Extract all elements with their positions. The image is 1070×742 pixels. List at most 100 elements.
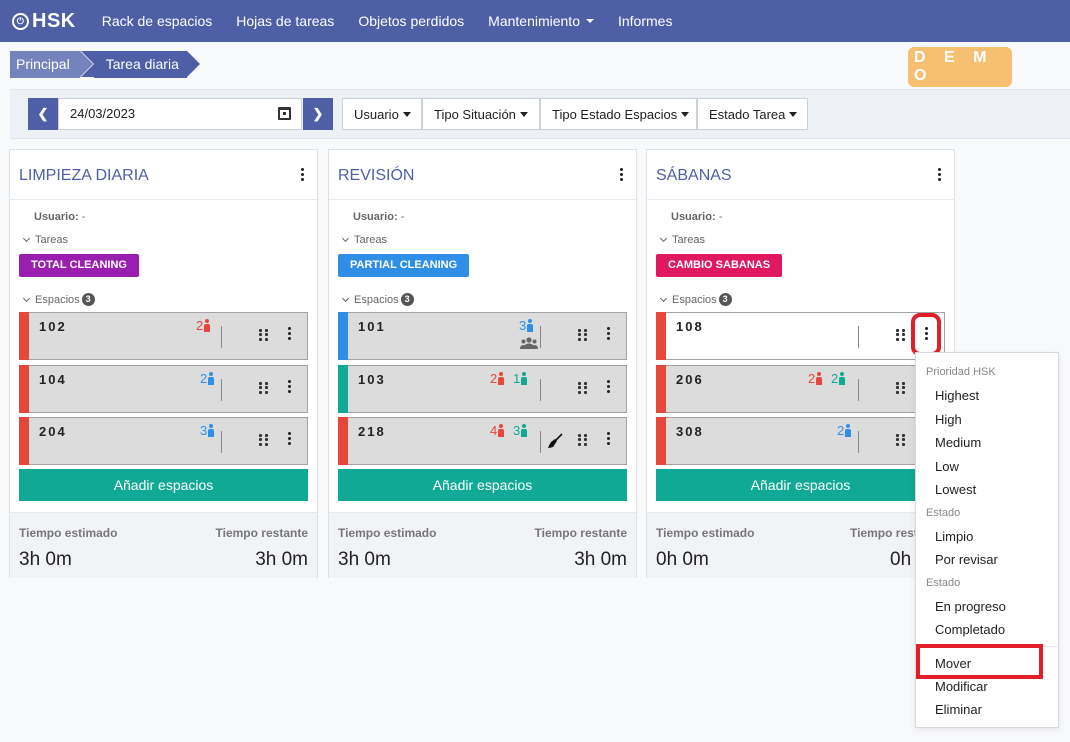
tipo-estado-espacios-filter[interactable]: Tipo Estado Espacios: [540, 98, 697, 130]
hsk-logo[interactable]: ⏻ HSK: [12, 10, 76, 33]
tipo-situacion-filter[interactable]: Tipo Situación: [422, 98, 540, 130]
highlight-mover: [916, 644, 1043, 679]
add-spaces-button[interactable]: Añadir espacios: [338, 469, 627, 501]
espacios-toggle[interactable]: Espacios 3: [659, 293, 732, 306]
drag-handle-icon[interactable]: [896, 434, 906, 446]
tareas-label: Tareas: [354, 234, 388, 246]
room-menu-icon[interactable]: [288, 327, 291, 340]
espacios-toggle[interactable]: Espacios 3: [22, 293, 95, 306]
caret-down-icon: [681, 111, 690, 117]
task-tag[interactable]: CAMBIO SABANAS: [656, 254, 783, 277]
nav-informes[interactable]: Informes: [617, 13, 673, 29]
room-menu-icon[interactable]: [288, 380, 291, 393]
room-card[interactable]: 103 2 1: [338, 365, 627, 413]
menu-item-en-progreso[interactable]: En progreso: [935, 599, 1006, 614]
room-menu-icon[interactable]: [288, 432, 291, 445]
menu-item-completado[interactable]: Completado: [935, 622, 1006, 637]
column-footer: Tiempo estimado Tiempo restante 0h 0m 0h: [647, 512, 954, 578]
room-card[interactable]: 102 2: [19, 312, 308, 360]
logo-icon: ⏻: [12, 12, 29, 30]
drag-handle-icon[interactable]: [578, 329, 588, 341]
room-number: 101: [358, 319, 386, 334]
room-menu-icon[interactable]: [925, 327, 928, 340]
nav-mantenimiento[interactable]: Mantenimiento: [488, 13, 594, 29]
menu-item-por-revisar[interactable]: Por revisar: [935, 552, 998, 567]
drag-handle-icon[interactable]: [896, 329, 906, 341]
room-card[interactable]: 308 2: [656, 417, 945, 465]
estado-tarea-filter[interactable]: Estado Tarea: [697, 98, 808, 130]
menu-item-modificar[interactable]: Modificar: [935, 679, 988, 694]
breadcrumb: Principal Tarea diaria: [10, 51, 201, 78]
room-menu-icon[interactable]: [607, 327, 610, 340]
menu-item-high[interactable]: High: [935, 412, 962, 427]
child-count-value: 1: [513, 371, 521, 386]
tareas-toggle[interactable]: Tareas: [341, 234, 388, 246]
add-spaces-button[interactable]: Añadir espacios: [656, 469, 945, 501]
tipo-situacion-filter-label: Tipo Situación: [434, 106, 516, 122]
room-card[interactable]: 218 4 3: [338, 417, 627, 465]
tiempo-estimado-label: Tiempo estimado: [656, 526, 755, 540]
column-menu-icon[interactable]: [612, 166, 630, 184]
date-input[interactable]: 24/03/2023: [58, 98, 302, 130]
guest-count: 3: [200, 423, 215, 438]
tareas-toggle[interactable]: Tareas: [659, 234, 706, 246]
drag-handle-icon[interactable]: [259, 329, 269, 341]
group-icon: [520, 337, 538, 349]
task-tag[interactable]: TOTAL CLEANING: [19, 254, 139, 277]
broom-icon: [548, 433, 563, 448]
drag-handle-icon[interactable]: [259, 434, 269, 446]
usuario-row: Usuario: -: [34, 211, 85, 223]
room-card[interactable]: 101 3: [338, 312, 627, 360]
drag-handle-icon[interactable]: [578, 434, 588, 446]
divider: [540, 326, 541, 348]
guest-count-value: 2: [837, 423, 845, 438]
prev-date-button[interactable]: ❮: [28, 98, 58, 130]
room-card[interactable]: 206 2 2: [656, 365, 945, 413]
column-menu-icon[interactable]: [930, 166, 948, 184]
menu-item-mover[interactable]: Mover: [935, 656, 972, 671]
column-title: SÁBANAS: [656, 166, 732, 184]
menu-item-highest[interactable]: Highest: [935, 388, 980, 403]
room-context-menu: Prioridad HSK Highest High Medium Low Lo…: [915, 352, 1059, 728]
child-count: 3: [513, 423, 528, 438]
nav-rack-de-espacios[interactable]: Rack de espacios: [101, 13, 213, 29]
room-menu-icon[interactable]: [607, 432, 610, 445]
guest-count: 2: [200, 371, 215, 386]
menu-item-limpio[interactable]: Limpio: [935, 529, 974, 544]
nav-hojas-de-tareas[interactable]: Hojas de tareas: [236, 13, 335, 29]
child-count: 1: [513, 371, 528, 386]
usuario-value: -: [81, 211, 86, 223]
room-card[interactable]: 104 2: [19, 365, 308, 413]
adult-count-value: 2: [196, 318, 204, 333]
menu-item-lowest[interactable]: Lowest: [935, 482, 977, 497]
menu-item-eliminar[interactable]: Eliminar: [935, 702, 982, 717]
calendar-icon[interactable]: [278, 107, 291, 120]
adult-count: 2: [808, 371, 823, 386]
nav-objetos-perdidos[interactable]: Objetos perdidos: [358, 13, 465, 29]
divider: [858, 431, 859, 453]
room-status-bar: [656, 417, 666, 465]
usuario-filter[interactable]: Usuario: [342, 98, 422, 130]
room-menu-icon[interactable]: [607, 380, 610, 393]
room-card[interactable]: 108: [656, 312, 945, 360]
adult-count-value: 4: [490, 423, 498, 438]
column-menu-icon[interactable]: [293, 166, 311, 184]
drag-handle-icon[interactable]: [896, 382, 906, 394]
drag-handle-icon[interactable]: [259, 382, 269, 394]
add-spaces-button[interactable]: Añadir espacios: [19, 469, 308, 501]
tareas-label: Tareas: [672, 234, 706, 246]
menu-item-medium[interactable]: Medium: [935, 435, 982, 450]
column-header: LIMPIEZA DIARIA: [10, 150, 317, 200]
task-tag[interactable]: PARTIAL CLEANING: [338, 254, 470, 277]
breadcrumb-principal[interactable]: Principal: [10, 51, 93, 78]
espacios-toggle[interactable]: Espacios 3: [341, 293, 414, 306]
tareas-toggle[interactable]: Tareas: [22, 234, 68, 246]
adult-count-value: 2: [808, 371, 816, 386]
next-date-button[interactable]: ❯: [303, 98, 333, 130]
tiempo-estimado-label: Tiempo estimado: [338, 526, 437, 540]
room-card[interactable]: 204 3: [19, 417, 308, 465]
room-number: 108: [676, 319, 704, 334]
drag-handle-icon[interactable]: [578, 382, 588, 394]
menu-item-low[interactable]: Low: [935, 459, 959, 474]
usuario-value: -: [400, 211, 405, 223]
